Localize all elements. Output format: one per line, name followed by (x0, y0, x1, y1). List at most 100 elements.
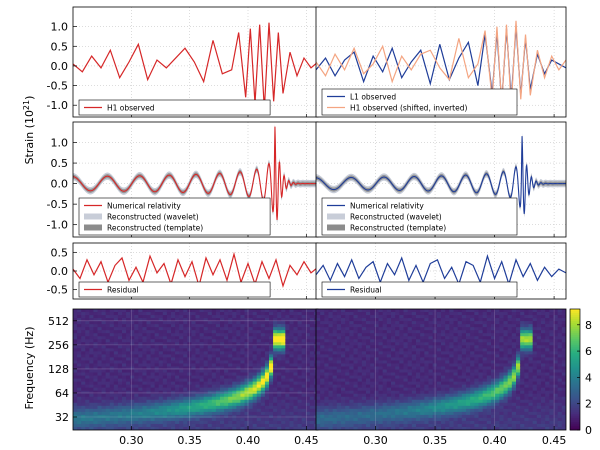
heatmap-cell (224, 375, 229, 380)
heatmap-cell (195, 312, 201, 316)
heatmap-cell (305, 336, 311, 340)
heatmap-cell (328, 321, 334, 325)
heatmap-cell (134, 420, 139, 425)
heatmap-cell (240, 408, 245, 413)
heatmap-cell (252, 312, 258, 316)
heatmap-cell (474, 318, 479, 322)
heatmap-cell (449, 327, 454, 331)
heatmap-cell (478, 309, 484, 313)
heatmap-cell (482, 411, 488, 416)
heatmap-cell (528, 351, 534, 355)
heatmap-cell (449, 381, 454, 386)
heatmap-cell (73, 396, 78, 401)
heatmap-cell (445, 336, 450, 340)
heatmap-cell (93, 411, 98, 416)
heatmap-cell (211, 357, 217, 361)
heatmap-cell (391, 357, 396, 361)
heatmap-cell (495, 423, 500, 428)
heatmap-cell (105, 414, 111, 419)
heatmap-cell (357, 369, 363, 374)
heatmap-cell (541, 351, 546, 355)
heatmap-cell (105, 396, 111, 401)
heatmap-cell (73, 420, 78, 425)
heatmap-cell (320, 315, 325, 319)
heatmap-cell (370, 366, 375, 370)
heatmap-cell (332, 408, 338, 413)
heatmap-cell (195, 354, 201, 358)
heatmap-cell (191, 351, 196, 355)
heatmap-cell (536, 396, 542, 401)
heatmap-cell (228, 402, 233, 407)
heatmap-cell (361, 381, 367, 386)
heatmap-cell (264, 351, 270, 355)
heatmap-cell (105, 402, 111, 407)
heatmap-cell (411, 420, 417, 425)
heatmap-cell (195, 321, 201, 325)
heatmap-cell (341, 408, 346, 413)
heatmap-cell (179, 417, 184, 422)
heatmap-cell (507, 417, 513, 422)
heatmap-cell (416, 426, 421, 430)
heatmap-cell (424, 420, 429, 425)
heatmap-cell (511, 369, 517, 374)
heatmap-cell (297, 411, 303, 416)
heatmap-cell (403, 375, 409, 380)
heatmap-cell (81, 336, 86, 340)
heatmap-cell (341, 387, 346, 392)
heatmap-cell (528, 417, 534, 422)
heatmap-cell (215, 387, 221, 392)
heatmap-cell (126, 417, 131, 422)
heatmap-cell (507, 342, 513, 346)
heatmap-cell (301, 333, 307, 337)
heatmap-cell (416, 405, 421, 410)
heatmap-cell (220, 327, 225, 331)
heatmap-cell (203, 405, 209, 410)
heatmap-cell (528, 378, 534, 383)
heatmap-cell (503, 405, 509, 410)
heatmap-cell (532, 378, 538, 383)
heatmap-cell (273, 405, 278, 410)
heatmap-cell (97, 402, 103, 407)
heatmap-cell (126, 375, 131, 380)
heatmap-cell (101, 333, 107, 337)
heatmap-cell (445, 423, 450, 428)
heatmap-cell (166, 327, 172, 331)
heatmap-cell (289, 399, 294, 404)
heatmap-cell (386, 375, 392, 380)
heatmap-cell (248, 417, 254, 422)
heatmap-cell (220, 309, 225, 313)
heatmap-cell (232, 342, 237, 346)
heatmap-cell (97, 372, 103, 377)
heatmap-cell (264, 405, 270, 410)
heatmap-cell (524, 372, 529, 377)
heatmap-cell (541, 393, 546, 398)
heatmap-cell (73, 399, 78, 404)
heatmap-cell (236, 390, 241, 395)
heatmap-cell (503, 354, 509, 358)
heatmap-cell (503, 411, 509, 416)
heatmap-cell (432, 414, 438, 419)
heatmap-cell (297, 408, 303, 413)
heatmap-cell (378, 327, 384, 331)
heatmap-cell (507, 354, 513, 358)
heatmap-cell (461, 354, 467, 358)
heatmap-cell (281, 330, 286, 334)
heatmap-cell (183, 375, 188, 380)
heatmap-cell (495, 363, 500, 367)
heatmap-cell (187, 408, 192, 413)
heatmap-cell (97, 309, 103, 313)
heatmap-cell (361, 423, 367, 428)
heatmap-cell (240, 417, 245, 422)
heatmap-cell (345, 420, 350, 425)
heatmap-cell (126, 372, 131, 377)
heatmap-cell (162, 351, 168, 355)
heatmap-cell (328, 330, 334, 334)
heatmap-cell (248, 378, 254, 383)
heatmap-cell (482, 327, 488, 331)
heatmap-cell (301, 384, 307, 389)
heatmap-cell (520, 420, 525, 425)
heatmap-cell (516, 345, 521, 349)
heatmap-cell (320, 330, 325, 334)
heatmap-cell (191, 381, 196, 386)
heatmap-cell (361, 360, 367, 364)
